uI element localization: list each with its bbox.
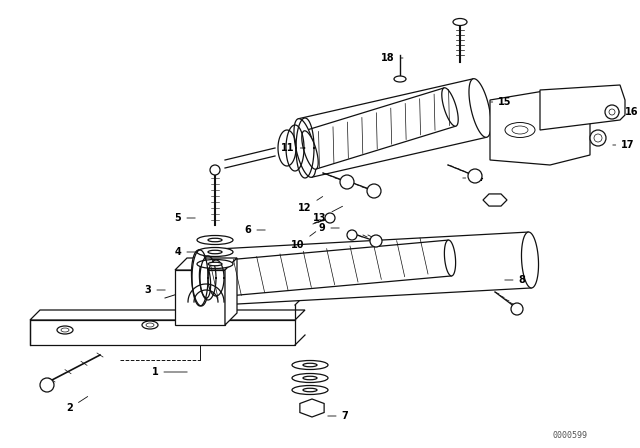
Text: 11: 11 bbox=[281, 143, 305, 153]
Text: 17: 17 bbox=[612, 140, 635, 150]
Ellipse shape bbox=[303, 376, 317, 380]
Text: 7: 7 bbox=[328, 411, 348, 421]
Circle shape bbox=[347, 230, 357, 240]
Text: 14: 14 bbox=[463, 173, 484, 183]
Circle shape bbox=[609, 109, 615, 115]
Ellipse shape bbox=[292, 385, 328, 395]
Text: 6: 6 bbox=[244, 225, 265, 235]
Polygon shape bbox=[444, 240, 456, 276]
Polygon shape bbox=[302, 131, 318, 169]
Text: 13: 13 bbox=[313, 206, 342, 223]
Circle shape bbox=[468, 169, 482, 183]
Ellipse shape bbox=[210, 165, 220, 175]
Polygon shape bbox=[298, 79, 486, 177]
Polygon shape bbox=[198, 232, 532, 306]
Ellipse shape bbox=[61, 328, 69, 332]
Ellipse shape bbox=[303, 388, 317, 392]
Ellipse shape bbox=[208, 250, 222, 254]
Ellipse shape bbox=[142, 321, 158, 329]
Ellipse shape bbox=[453, 18, 467, 26]
Text: 12: 12 bbox=[298, 197, 323, 213]
Ellipse shape bbox=[303, 363, 317, 367]
Circle shape bbox=[40, 378, 54, 392]
Ellipse shape bbox=[197, 259, 233, 268]
Circle shape bbox=[511, 303, 523, 315]
Ellipse shape bbox=[292, 374, 328, 383]
Polygon shape bbox=[522, 232, 538, 288]
Text: 18: 18 bbox=[381, 53, 403, 63]
Polygon shape bbox=[30, 320, 295, 345]
Text: 15: 15 bbox=[491, 97, 512, 107]
Polygon shape bbox=[442, 88, 458, 126]
Circle shape bbox=[590, 130, 606, 146]
Circle shape bbox=[605, 105, 619, 119]
Ellipse shape bbox=[197, 247, 233, 257]
Ellipse shape bbox=[197, 236, 233, 245]
Polygon shape bbox=[469, 79, 491, 138]
Ellipse shape bbox=[394, 76, 406, 82]
Polygon shape bbox=[204, 240, 452, 298]
Text: 0000599: 0000599 bbox=[552, 431, 588, 439]
Text: 2: 2 bbox=[67, 396, 88, 413]
Text: 9: 9 bbox=[319, 223, 339, 233]
Circle shape bbox=[367, 184, 381, 198]
Circle shape bbox=[594, 134, 602, 142]
Ellipse shape bbox=[292, 361, 328, 370]
Ellipse shape bbox=[146, 323, 154, 327]
Ellipse shape bbox=[208, 238, 222, 242]
Polygon shape bbox=[175, 270, 225, 325]
Polygon shape bbox=[294, 119, 316, 177]
Polygon shape bbox=[304, 88, 456, 169]
Ellipse shape bbox=[208, 262, 222, 266]
Polygon shape bbox=[490, 90, 590, 165]
Polygon shape bbox=[30, 310, 305, 320]
Circle shape bbox=[325, 213, 335, 223]
Polygon shape bbox=[225, 258, 237, 325]
Text: 5: 5 bbox=[175, 213, 195, 223]
Ellipse shape bbox=[512, 126, 528, 134]
Ellipse shape bbox=[57, 326, 73, 334]
Polygon shape bbox=[200, 262, 211, 298]
Text: 16: 16 bbox=[618, 107, 639, 117]
Circle shape bbox=[370, 235, 382, 247]
Text: 4: 4 bbox=[175, 247, 195, 257]
Polygon shape bbox=[175, 258, 237, 270]
Text: 8: 8 bbox=[505, 275, 525, 285]
Polygon shape bbox=[483, 194, 507, 206]
Circle shape bbox=[340, 175, 354, 189]
Text: 3: 3 bbox=[145, 285, 165, 295]
Text: 1: 1 bbox=[152, 367, 188, 377]
Polygon shape bbox=[300, 399, 324, 417]
Polygon shape bbox=[191, 250, 209, 306]
Ellipse shape bbox=[505, 122, 535, 138]
Text: 10: 10 bbox=[291, 232, 316, 250]
Polygon shape bbox=[540, 85, 625, 130]
